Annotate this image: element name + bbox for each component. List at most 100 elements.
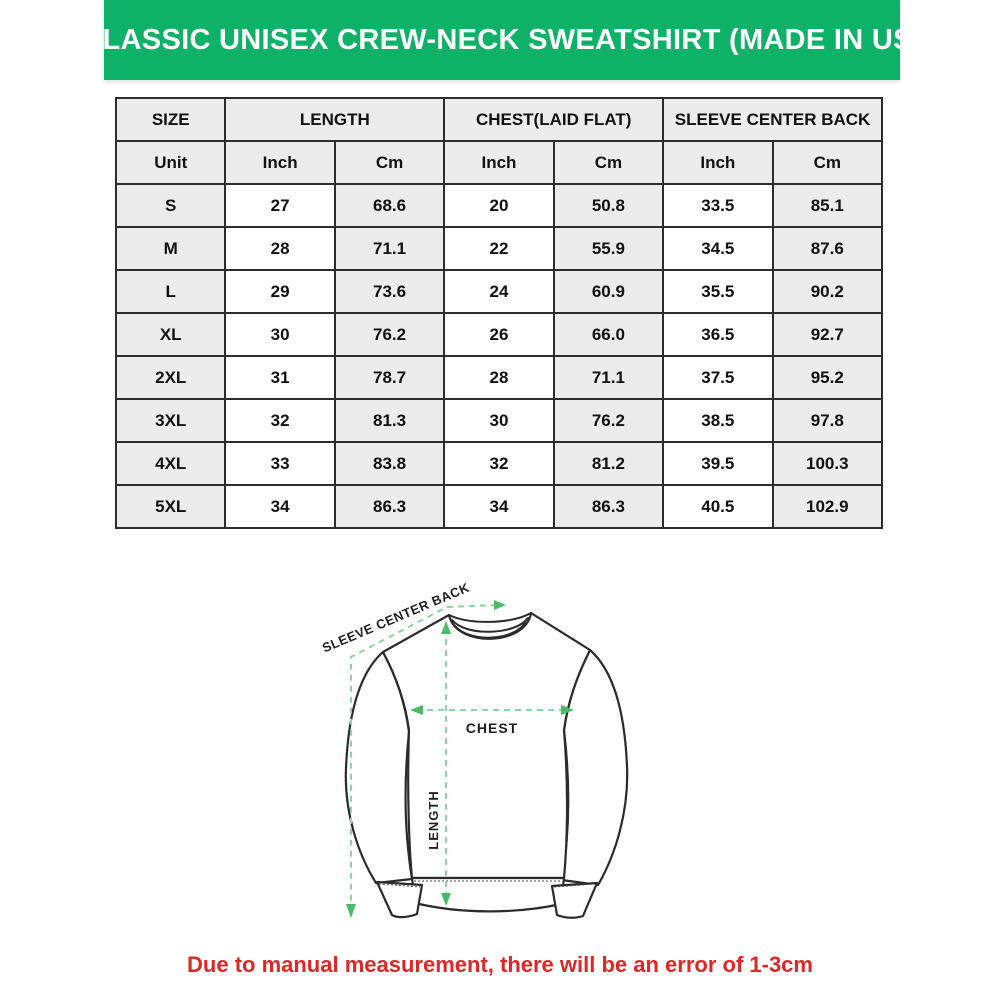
inch-cell: 31 bbox=[224, 355, 336, 400]
cm-cell: 92.7 bbox=[771, 312, 884, 357]
inch-cell: 30 bbox=[224, 312, 336, 357]
cm-cell: 71.1 bbox=[333, 226, 446, 271]
cm-cell: 85.1 bbox=[771, 183, 884, 228]
collar-back-line bbox=[448, 612, 532, 623]
left-cuff-stitch bbox=[378, 883, 421, 888]
inch-cell: 32 bbox=[443, 441, 555, 486]
inch-cell: 40.5 bbox=[662, 484, 774, 529]
inch-cell: 34 bbox=[443, 484, 555, 529]
inch-cell: 22 bbox=[443, 226, 555, 271]
size-cell: L bbox=[114, 269, 227, 314]
arrow-left-icon bbox=[410, 705, 423, 715]
sweatshirt-diagram: SLEEVE CENTER BACK CHEST LENGTH bbox=[300, 580, 700, 940]
length-measure bbox=[441, 621, 451, 906]
measurement-note: Due to manual measurement, there will be… bbox=[187, 952, 813, 977]
inch-cell: 33.5 bbox=[662, 183, 774, 228]
sweatshirt-illustration: SLEEVE CENTER BACK CHEST LENGTH bbox=[320, 580, 629, 919]
inch-cell: 34.5 bbox=[662, 226, 774, 271]
cm-cell: 86.3 bbox=[333, 484, 446, 529]
size-cell: 4XL bbox=[114, 441, 227, 486]
group-header-row: SIZE LENGTH CHEST(LAID FLAT) SLEEVE CENT… bbox=[114, 97, 883, 142]
size-cell: 5XL bbox=[114, 484, 227, 529]
size-cell: S bbox=[114, 183, 227, 228]
cm-cell: 66.0 bbox=[552, 312, 665, 357]
inch-cell: 35.5 bbox=[662, 269, 774, 314]
inch-cell: 37.5 bbox=[662, 355, 774, 400]
col-header-length: LENGTH bbox=[224, 97, 446, 142]
cm-cell: 87.6 bbox=[771, 226, 884, 271]
inch-cell: 29 bbox=[224, 269, 336, 314]
size-chart-table: SIZE LENGTH CHEST(LAID FLAT) SLEEVE CENT… bbox=[114, 97, 884, 529]
arrow-right-icon bbox=[494, 600, 506, 610]
size-cell: 3XL bbox=[114, 398, 227, 443]
arrow-down-icon bbox=[441, 893, 451, 906]
cm-cell: 102.9 bbox=[771, 484, 884, 529]
size-rows: S 27 68.6 20 50.8 33.5 85.1 M 28 71.1 22 55.9 34.5 87… bbox=[114, 183, 884, 529]
inch-cell: 39.5 bbox=[662, 441, 774, 486]
size-cell: M bbox=[114, 226, 227, 271]
cm-cell: 76.2 bbox=[333, 312, 446, 357]
inch-cell: 36.5 bbox=[662, 312, 774, 357]
unit-cm: Cm bbox=[552, 140, 665, 185]
unit-inch: Inch bbox=[224, 140, 336, 185]
inch-cell: 32 bbox=[224, 398, 336, 443]
unit-header-row: Unit Inch Cm Inch Cm Inch Cm bbox=[114, 140, 884, 185]
table-row: 3XL 32 81.3 30 76.2 38.5 97.8 bbox=[114, 398, 884, 443]
page-title: CLASSIC UNISEX CREW-NECK SWEATSHIRT (MAD… bbox=[81, 23, 923, 56]
size-cell: 2XL bbox=[114, 355, 227, 400]
right-cuff-stitch bbox=[553, 883, 596, 888]
cm-cell: 83.8 bbox=[333, 441, 446, 486]
chest-label: CHEST bbox=[466, 720, 518, 736]
cm-cell: 73.6 bbox=[333, 269, 446, 314]
inch-cell: 38.5 bbox=[662, 398, 774, 443]
cm-cell: 97.8 bbox=[771, 398, 884, 443]
table-row: L 29 73.6 24 60.9 35.5 90.2 bbox=[114, 269, 884, 314]
arrow-up-icon bbox=[441, 621, 451, 634]
table-row: XL 30 76.2 26 66.0 36.5 92.7 bbox=[114, 312, 884, 357]
inch-cell: 26 bbox=[443, 312, 555, 357]
title-banner: CLASSIC UNISEX CREW-NECK SWEATSHIRT (MAD… bbox=[81, 0, 922, 80]
inch-cell: 30 bbox=[443, 398, 555, 443]
sleeve-measure-line bbox=[350, 604, 498, 906]
col-header-size: SIZE bbox=[114, 97, 227, 142]
cm-cell: 55.9 bbox=[552, 226, 665, 271]
unit-label: Unit bbox=[114, 140, 227, 185]
cm-cell: 76.2 bbox=[552, 398, 665, 443]
table-row: M 28 71.1 22 55.9 34.5 87.6 bbox=[114, 226, 884, 271]
cm-cell: 71.1 bbox=[552, 355, 665, 400]
hem-band bbox=[410, 876, 566, 913]
unit-cm: Cm bbox=[771, 140, 884, 185]
inch-cell: 28 bbox=[224, 226, 336, 271]
inch-cell: 27 bbox=[224, 183, 336, 228]
inch-cell: 20 bbox=[443, 183, 555, 228]
arrow-right-icon bbox=[561, 705, 574, 715]
length-label: LENGTH bbox=[426, 790, 441, 849]
collar-rib-1 bbox=[451, 617, 529, 633]
table-row: S 27 68.6 20 50.8 33.5 85.1 bbox=[114, 183, 884, 228]
cm-cell: 95.2 bbox=[771, 355, 884, 400]
unit-cm: Cm bbox=[333, 140, 446, 185]
cm-cell: 60.9 bbox=[552, 269, 665, 314]
col-header-chest: CHEST(LAID FLAT) bbox=[443, 97, 665, 142]
cm-cell: 100.3 bbox=[771, 441, 884, 486]
inch-cell: 24 bbox=[443, 269, 555, 314]
sleeve-center-back-measure bbox=[346, 600, 506, 918]
cm-cell: 78.7 bbox=[333, 355, 446, 400]
inch-cell: 33 bbox=[224, 441, 336, 486]
unit-inch: Inch bbox=[662, 140, 774, 185]
collar-rib-2 bbox=[454, 622, 526, 639]
cm-cell: 81.2 bbox=[552, 441, 665, 486]
cm-cell: 86.3 bbox=[552, 484, 665, 529]
cm-cell: 68.6 bbox=[333, 183, 446, 228]
right-cuff bbox=[550, 881, 599, 919]
inch-cell: 28 bbox=[443, 355, 555, 400]
cm-cell: 90.2 bbox=[771, 269, 884, 314]
table-row: 4XL 33 83.8 32 81.2 39.5 100.3 bbox=[114, 441, 884, 486]
left-cuff bbox=[375, 880, 424, 919]
size-cell: XL bbox=[114, 312, 227, 357]
arrow-down-icon bbox=[346, 904, 356, 918]
table-row: 5XL 34 86.3 34 86.3 40.5 102.9 bbox=[114, 484, 884, 529]
col-header-sleeve: SLEEVE CENTER BACK bbox=[662, 97, 883, 142]
cm-cell: 81.3 bbox=[333, 398, 446, 443]
